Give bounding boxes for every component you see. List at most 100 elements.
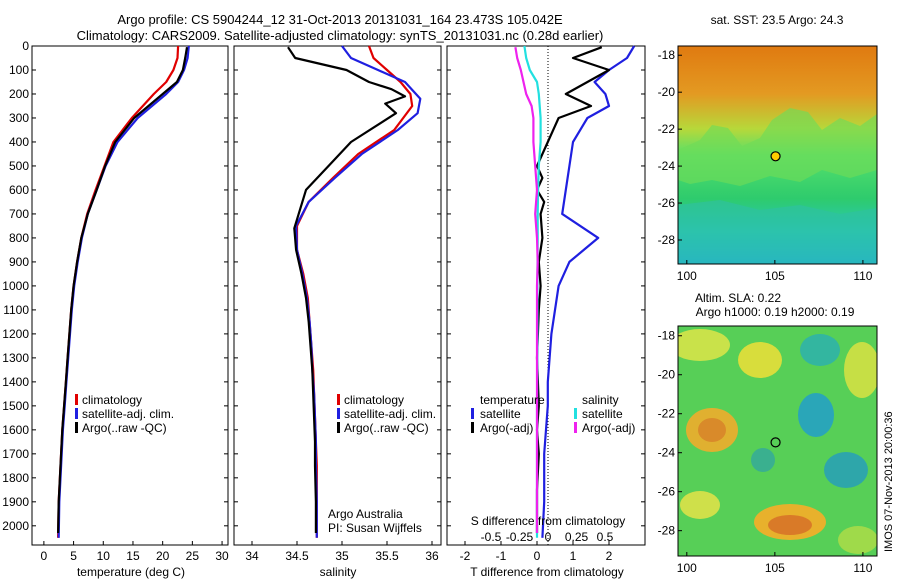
legend-swatch-s-argo <box>574 422 577 433</box>
argo-position-marker <box>770 437 781 448</box>
legend-swatch-climatology <box>75 394 78 405</box>
sla-map-frame <box>677 325 878 557</box>
sst-map-frame <box>677 45 878 265</box>
map-y-tick-label: -18 <box>658 329 676 343</box>
title-line1: Argo profile: CS 5904244_12 31-Oct-2013 … <box>117 12 563 27</box>
t-difference-x-axis: -2 -1 0 1 2 <box>460 541 613 563</box>
x-tick-label: 0 <box>534 549 541 563</box>
legend-swatch-argo <box>337 422 340 433</box>
map-y-tick-label: -26 <box>658 196 676 210</box>
map-y-tick-label: -24 <box>658 446 676 460</box>
x-tick-label: -2 <box>460 549 471 563</box>
temperature-panel <box>31 45 229 546</box>
sla-anomaly <box>751 448 775 472</box>
legend-label-climatology: climatology <box>82 393 142 407</box>
map-x-tick-label: 110 <box>853 269 872 283</box>
sst-warm-tongue <box>678 108 877 186</box>
t-difference-xlabel: T difference from climatology <box>470 565 624 579</box>
sla-anomaly <box>824 452 868 488</box>
argo-australia-label: Argo Australia <box>328 507 403 521</box>
x-tick-label: 35 <box>335 549 349 563</box>
sla-anomaly <box>800 334 840 366</box>
x-tick-label: 5 <box>70 549 77 563</box>
sst-cool-patch <box>678 200 877 264</box>
sla-map-title: Altim. SLA: 0.22 <box>695 291 781 305</box>
salinity-xlabel: salinity <box>320 565 357 579</box>
title-line2: Climatology: CARS2009. Satellite-adjuste… <box>77 28 604 43</box>
legend-label-satellite: satellite-adj. clim. <box>82 407 174 421</box>
sla-anomaly <box>738 342 782 378</box>
legend-label-t-argo: Argo(-adj) <box>480 421 533 435</box>
x-tick-label: 35.5 <box>375 549 399 563</box>
sla-map-axes: 100 105 110 -18 -20 -22 -24 -26 -28 <box>658 329 873 575</box>
salinity-panel <box>233 45 442 546</box>
temperature-x-axis: 0 5 10 15 20 25 30 <box>41 541 229 563</box>
s-tick-label: 0.5 <box>597 530 614 544</box>
s-tick-label: -0.5 <box>481 530 502 544</box>
sst-map-title: sat. SST: 23.5 Argo: 24.3 <box>711 13 844 27</box>
depth-tick-label: 1300 <box>2 351 29 365</box>
temperature-legend: climatology satellite-adj. clim. Argo(..… <box>75 393 174 435</box>
x-tick-label: 10 <box>97 549 111 563</box>
depth-tick-label: 500 <box>9 159 29 173</box>
map-y-tick-label: -20 <box>658 85 676 99</box>
depth-tick-label: 700 <box>9 207 29 221</box>
difference-panel <box>446 45 646 546</box>
map-y-tick-label: -24 <box>658 159 676 173</box>
depth-tick-label: 1700 <box>2 447 29 461</box>
legend-swatch-t-satellite <box>471 408 474 419</box>
legend-title-temperature: temperature <box>480 393 545 407</box>
legend-label-s-argo: Argo(-adj) <box>582 421 635 435</box>
difference-legend: temperature satellite Argo(-adj) salinit… <box>471 393 635 435</box>
depth-axis: 0 100 200 300 400 500 600 700 800 900 1000 1100 1200… <box>2 39 645 533</box>
sla-anomaly <box>768 515 812 535</box>
sla-anomaly <box>844 342 877 398</box>
depth-tick-label: 900 <box>9 255 29 269</box>
legend-label-climatology: climatology <box>344 393 404 407</box>
legend-swatch-satellite <box>75 408 78 419</box>
sla-anomaly <box>798 393 834 437</box>
series-line <box>57 45 190 538</box>
map-x-tick-label: 100 <box>677 561 697 575</box>
x-tick-label: 34.5 <box>285 549 309 563</box>
series-line <box>57 47 189 534</box>
salinity-series <box>287 45 422 538</box>
sla-map <box>678 326 877 556</box>
imos-credit: IMOS 07-Nov-2013 20:00:36 <box>883 411 895 552</box>
legend-swatch-climatology <box>337 394 340 405</box>
depth-tick-label: 1100 <box>3 303 29 317</box>
difference-series <box>514 45 636 538</box>
legend-swatch-argo <box>75 422 78 433</box>
depth-tick-label: 1800 <box>2 471 29 485</box>
s-tick-label: 0 <box>545 530 552 544</box>
map-y-tick-label: -20 <box>658 368 676 382</box>
temperature-series <box>57 45 190 538</box>
map-x-tick-label: 110 <box>853 561 872 575</box>
series-line <box>535 46 611 533</box>
depth-tick-label: 1900 <box>2 495 29 509</box>
depth-tick-label: 800 <box>9 231 29 245</box>
sla-map-subtitle: Argo h1000: 0.19 h2000: 0.19 <box>696 305 855 319</box>
argo-position-marker <box>770 151 781 162</box>
sla-anomaly <box>678 329 730 361</box>
s-tick-label: 0.25 <box>565 530 589 544</box>
map-x-tick-label: 105 <box>765 561 785 575</box>
s-difference-xlabel: S difference from climatology <box>471 514 626 528</box>
sla-anomaly <box>838 526 877 554</box>
x-tick-label: 34 <box>245 549 259 563</box>
legend-label-argo: Argo(..raw -QC) <box>344 421 429 435</box>
series-line <box>287 46 407 533</box>
map-y-tick-label: -22 <box>658 122 676 136</box>
x-tick-label: 1 <box>570 549 577 563</box>
map-y-tick-label: -26 <box>658 485 676 499</box>
salinity-legend: climatology satellite-adj. clim. Argo(..… <box>337 393 436 435</box>
depth-tick-label: 1200 <box>2 327 29 341</box>
depth-tick-label: 1500 <box>2 399 29 413</box>
sst-map <box>678 46 877 264</box>
depth-tick-label: 200 <box>9 87 29 101</box>
map-x-tick-label: 105 <box>765 269 785 283</box>
legend-label-satellite: satellite-adj. clim. <box>344 407 436 421</box>
x-tick-label: 2 <box>606 549 613 563</box>
series-line <box>57 45 180 538</box>
sla-anomaly <box>680 491 720 519</box>
